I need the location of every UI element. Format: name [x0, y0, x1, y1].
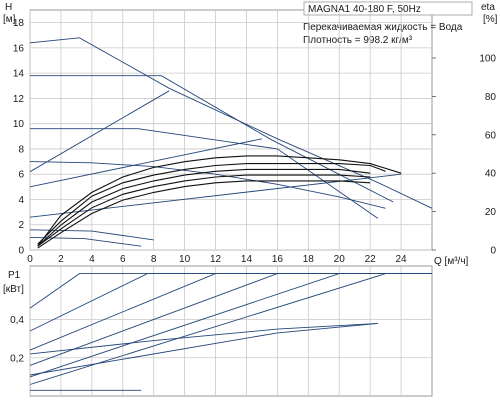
y-axis-title: H — [5, 2, 12, 13]
power-axis-title: P1 — [8, 270, 21, 281]
power-curve — [29, 322, 378, 376]
head-curve — [29, 37, 433, 209]
y-tick-label: 14 — [13, 69, 25, 80]
y-tick-label: 16 — [13, 43, 25, 54]
y-axis-unit: [м] — [3, 14, 16, 25]
y-tick-label: 18 — [13, 18, 25, 29]
efficiency-curve — [37, 168, 371, 247]
y2-axis-unit: [%] — [483, 14, 498, 25]
y2-tick-label: 0 — [490, 246, 496, 257]
x-tick-label: 16 — [272, 254, 284, 265]
x-tick-label: 6 — [120, 254, 126, 265]
y-tick-label: 2 — [18, 220, 24, 231]
head-curve — [29, 236, 142, 247]
y2-axis-title: eta — [481, 2, 495, 13]
x-tick-label: 2 — [58, 254, 64, 265]
annotation-density: Плотность = 998.2 кг/м³ — [303, 35, 413, 46]
power-plot-frame — [29, 265, 433, 397]
y2-tick-label: 60 — [485, 130, 497, 141]
efficiency-curve — [37, 155, 402, 247]
y-tick-label: 0 — [18, 246, 24, 257]
y-tick-label: 12 — [13, 94, 25, 105]
efficiency-curve — [37, 163, 386, 245]
power-curve — [29, 322, 378, 355]
x-tick-label: 4 — [89, 254, 95, 265]
y-tick-label: 4 — [18, 195, 24, 206]
power-y-tick-label: 0,2 — [10, 353, 24, 364]
x-tick-label: 0 — [27, 254, 33, 265]
y2-tick-label: 100 — [479, 54, 496, 65]
y-tick-label: 6 — [18, 170, 24, 181]
head-curve — [30, 75, 394, 203]
power-y-tick-label: 0,4 — [10, 315, 24, 326]
efficiency-curve — [37, 180, 371, 249]
x-tick-label: 12 — [210, 254, 222, 265]
x-tick-label: 10 — [179, 254, 191, 265]
head-curve — [29, 229, 154, 241]
x-axis-label: Q [м³/ч] — [434, 256, 469, 267]
x-tick-label: 20 — [334, 254, 346, 265]
efficiency-curve — [37, 174, 371, 247]
head-curve — [29, 161, 386, 209]
y-tick-label: 10 — [13, 119, 25, 130]
x-tick-label: 22 — [365, 254, 377, 265]
title-box — [303, 1, 473, 16]
head-curve — [29, 90, 170, 173]
x-tick-label: 8 — [151, 254, 157, 265]
x-tick-label: 14 — [241, 254, 253, 265]
x-tick-label: 24 — [396, 254, 408, 265]
chart-title: MAGNA1 40-180 F, 50Hz — [308, 4, 421, 15]
power-curve — [29, 273, 432, 385]
power-curve — [29, 273, 432, 332]
y2-tick-label: 20 — [485, 207, 497, 218]
y2-tick-label: 40 — [485, 169, 497, 180]
head-curve — [30, 128, 379, 219]
annotation-fluid: Перекачиваемая жидкость = Вода — [303, 22, 463, 33]
x-tick-label: 18 — [303, 254, 315, 265]
power-curve — [29, 273, 432, 351]
y-tick-label: 8 — [18, 144, 24, 155]
head-curve — [29, 138, 262, 188]
y2-tick-label: 80 — [485, 92, 497, 103]
power-axis-unit: [кВт] — [3, 284, 24, 295]
